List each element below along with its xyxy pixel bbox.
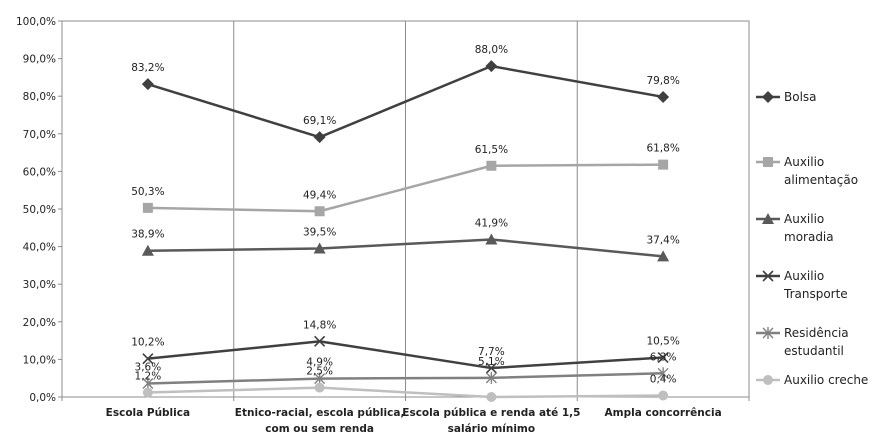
data-point <box>485 371 497 384</box>
series-line <box>147 64 664 139</box>
data-label: 10,5% <box>646 336 679 348</box>
data-label: 61,5% <box>475 144 508 156</box>
data-label: 69,1% <box>303 115 336 127</box>
series-line <box>147 238 664 258</box>
data-label: 6,3% <box>650 351 677 363</box>
x-category-label: Etnico-racial, escola pública, <box>235 407 405 419</box>
data-point <box>657 90 670 103</box>
legend-label: alimentação <box>784 173 858 187</box>
data-label: 39,5% <box>303 226 336 238</box>
legend-label: estudantil <box>784 344 844 358</box>
legend-label: Auxilio <box>784 155 824 169</box>
x-category-label: salário mínimo <box>448 423 535 435</box>
data-label: 37,4% <box>646 234 679 246</box>
data-label: 4,9% <box>306 357 333 369</box>
y-tick-label: 40,0% <box>23 242 56 254</box>
data-point <box>141 78 154 91</box>
x-category-label: Escola pública e renda até 1,5 <box>402 407 580 419</box>
x-category-label: com ou sem renda <box>265 423 374 435</box>
legend-marker <box>762 91 774 103</box>
x-category-label: Ampla concorrência <box>605 407 722 419</box>
data-point <box>485 362 497 374</box>
data-point <box>142 387 153 398</box>
data-point <box>658 159 669 170</box>
series-line <box>147 163 664 213</box>
data-label: 83,2% <box>131 62 164 74</box>
x-category-label: Escola Pública <box>106 407 190 419</box>
data-label: 38,9% <box>131 229 164 241</box>
legend-marker <box>762 213 774 224</box>
data-label: 3,6% <box>135 361 162 373</box>
data-point <box>313 242 326 254</box>
y-tick-label: 10,0% <box>23 354 56 366</box>
data-point <box>658 390 669 401</box>
data-point <box>657 250 670 262</box>
y-tick-label: 80,0% <box>23 91 56 103</box>
data-label: 2,5% <box>306 366 333 378</box>
data-label: 7,7% <box>478 346 505 358</box>
data-label: 79,8% <box>646 75 679 87</box>
y-tick-label: 90,0% <box>23 54 56 66</box>
series-line <box>147 340 664 370</box>
data-point <box>142 353 154 365</box>
y-tick-label: 60,0% <box>23 166 56 178</box>
data-label: 41,9% <box>475 217 508 229</box>
y-tick-label: 70,0% <box>23 129 56 141</box>
data-point <box>485 233 498 245</box>
data-point <box>486 392 497 402</box>
series-line <box>147 372 664 385</box>
data-label: 61,8% <box>646 143 679 155</box>
data-point <box>313 131 326 144</box>
legend-label: Residência <box>784 326 849 340</box>
legend-label: Bolsa <box>784 90 817 104</box>
data-label: 88,0% <box>475 44 508 56</box>
y-tick-label: 100,0% <box>16 16 56 28</box>
data-label: 50,3% <box>131 186 164 198</box>
data-point <box>142 377 154 390</box>
data-point <box>314 372 326 385</box>
legend-label: moradia <box>784 230 834 244</box>
data-label: 49,4% <box>303 189 336 201</box>
data-point <box>485 60 498 73</box>
data-point <box>314 382 325 393</box>
data-point <box>314 335 326 347</box>
legend-label: Auxilio creche <box>784 373 868 387</box>
data-label: 5,1% <box>478 356 505 368</box>
data-label: 14,8% <box>303 319 336 331</box>
data-point <box>486 160 497 171</box>
legend-label: Auxilio <box>784 212 824 226</box>
data-point <box>657 367 669 380</box>
data-point <box>142 202 153 213</box>
y-tick-label: 20,0% <box>23 317 56 329</box>
legend-marker <box>762 270 774 282</box>
legend-marker <box>762 327 774 339</box>
data-point <box>657 351 669 364</box>
legend-label: Transporte <box>783 287 848 301</box>
data-label: 10,2% <box>131 337 164 349</box>
data-point <box>141 244 154 256</box>
y-tick-label: 30,0% <box>23 279 56 291</box>
legend-label: Auxilio <box>784 269 824 283</box>
legend-marker <box>763 157 773 167</box>
data-label: 0,4% <box>650 373 677 385</box>
series-line <box>147 386 664 399</box>
legend-marker <box>763 375 773 385</box>
y-tick-label: 0,0% <box>29 392 56 404</box>
data-point <box>314 206 325 217</box>
data-label: 1,2% <box>135 370 162 382</box>
y-tick-label: 50,0% <box>23 204 56 216</box>
